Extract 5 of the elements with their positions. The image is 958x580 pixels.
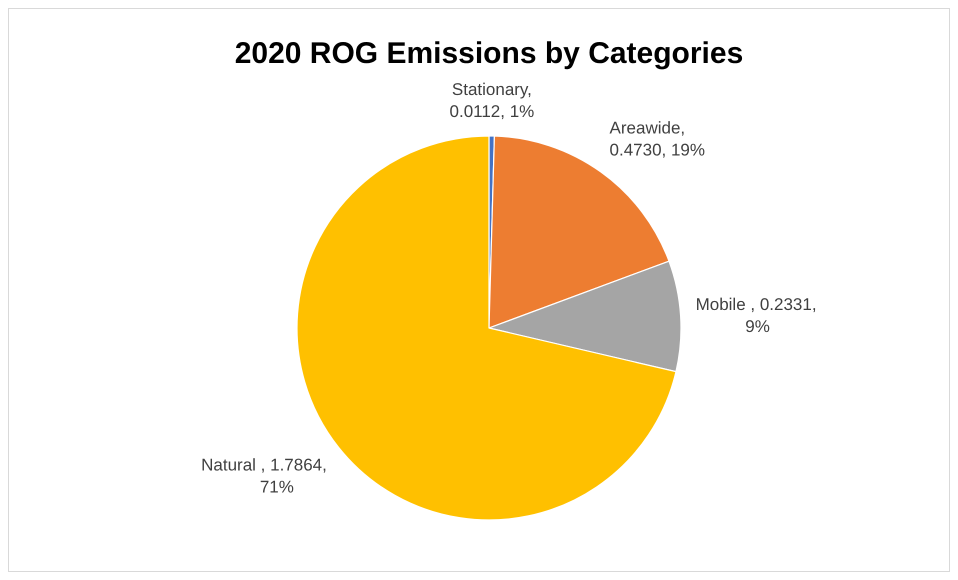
slice-label: Natural , 1.7864, 71% <box>201 456 327 497</box>
chart-title: 2020 ROG Emissions by Categories <box>234 37 744 70</box>
slice-label: Stationary, 0.0112, 1% <box>450 80 534 122</box>
slice-label: Areawide, 0.4730, 19% <box>610 118 706 160</box>
slice-label: Mobile , 0.2331, 9% <box>696 294 817 336</box>
